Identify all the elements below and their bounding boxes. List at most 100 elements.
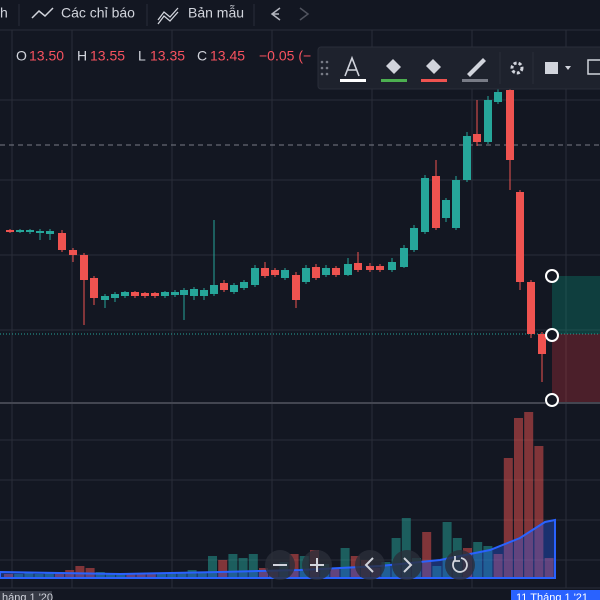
volume-bar (106, 573, 115, 578)
top-toolbar (0, 0, 600, 30)
color-swatch (381, 79, 407, 82)
candle-body (432, 176, 440, 228)
volume-bar (208, 556, 217, 578)
volume-bar (136, 573, 146, 578)
candle-body (494, 92, 502, 102)
volume-bar (483, 546, 493, 578)
line-color-button[interactable] (467, 58, 486, 77)
handle[interactable] (545, 393, 559, 407)
volume-bar (218, 560, 228, 578)
candle-body (400, 248, 408, 267)
candle-body (36, 231, 44, 233)
cursor-label-bg (511, 590, 600, 600)
volume-bar (432, 566, 442, 578)
time-axis (0, 588, 600, 600)
candle-body (131, 292, 139, 296)
scroll-right[interactable] (392, 550, 422, 580)
settings-button[interactable] (510, 61, 524, 75)
drag-handle[interactable] (320, 60, 329, 76)
axis-label-bg (0, 591, 52, 600)
candle-body (421, 178, 429, 232)
candle-body (200, 290, 208, 296)
candle-body (271, 270, 279, 275)
candle-body (141, 293, 149, 296)
volume-bar (473, 542, 483, 578)
volume-bar (228, 554, 238, 578)
candle-body (161, 292, 169, 296)
scroll-left[interactable] (355, 550, 385, 580)
undo-button[interactable] (270, 7, 281, 21)
volume-bar (197, 572, 207, 578)
target-zone (552, 276, 600, 334)
toolbar-item[interactable]: h (0, 5, 8, 21)
candle-body (506, 90, 514, 160)
icon (310, 558, 324, 572)
drawing-toolbar-bg (317, 46, 600, 90)
volume-bar (544, 558, 554, 578)
candle-body (151, 293, 159, 296)
volume-bar (340, 548, 350, 578)
volume-bar (4, 574, 13, 578)
volume-bar (126, 574, 136, 578)
dropdown-arrow (565, 66, 571, 70)
volume-bar (167, 573, 177, 578)
volume-bar (34, 574, 44, 578)
templates-button[interactable]: Bản mẫu (188, 5, 244, 21)
fill-button[interactable] (426, 59, 441, 74)
time-label: háng 1 '20 (2, 592, 53, 600)
volume-bar (44, 573, 54, 578)
candle-body (376, 266, 384, 270)
legend-value: 13.50 (29, 48, 64, 64)
volume-bar (75, 566, 85, 578)
candle-body (16, 230, 24, 232)
candle-body (354, 263, 362, 270)
fill-button[interactable] (386, 59, 401, 74)
volume-bar (330, 568, 340, 578)
volume-bar (514, 418, 523, 578)
legend-change: −0.05 (− (259, 48, 311, 64)
candle-body (463, 136, 471, 180)
handle[interactable] (545, 328, 559, 342)
volume-bar (187, 570, 197, 578)
candle-body (230, 285, 238, 292)
candle-body (171, 292, 179, 295)
candle-body (473, 134, 481, 142)
legend-value: 13.55 (90, 48, 125, 64)
indicators-button[interactable]: Các chỉ báo (61, 5, 135, 21)
candle-body (527, 282, 535, 334)
volume-bar (177, 572, 187, 578)
color-swatch (462, 79, 488, 82)
candle-body (261, 268, 269, 276)
candle-body (90, 278, 98, 298)
candle-body (6, 230, 14, 232)
candle-body (121, 292, 129, 296)
text-color-button[interactable] (344, 55, 360, 77)
color-swatch (421, 79, 447, 82)
candle-body (332, 268, 340, 275)
candle-body (251, 268, 259, 285)
template-button[interactable] (545, 62, 558, 74)
volume-bar (146, 574, 156, 578)
legend-label: C (197, 48, 207, 64)
zoom-controls (265, 550, 475, 580)
candle-body (388, 262, 396, 270)
drawing-toolbar (317, 46, 600, 90)
candle-body (292, 275, 300, 300)
volume-bar (524, 412, 534, 578)
volume-bar (259, 568, 268, 578)
templates-icon (157, 7, 179, 25)
candle-body (410, 228, 418, 250)
volume-bar (24, 573, 34, 578)
volume-bar (14, 574, 24, 578)
volume-bar (116, 574, 126, 578)
reset-button[interactable] (445, 550, 475, 580)
legend-label: H (77, 48, 87, 64)
candle-body (220, 283, 228, 290)
volume-bar (422, 532, 432, 578)
icon (403, 557, 413, 573)
legend-value: 13.35 (150, 48, 185, 64)
clone-button[interactable] (587, 59, 600, 75)
candle-body (46, 231, 54, 234)
handle[interactable] (545, 269, 559, 283)
redo-button[interactable] (299, 7, 310, 21)
